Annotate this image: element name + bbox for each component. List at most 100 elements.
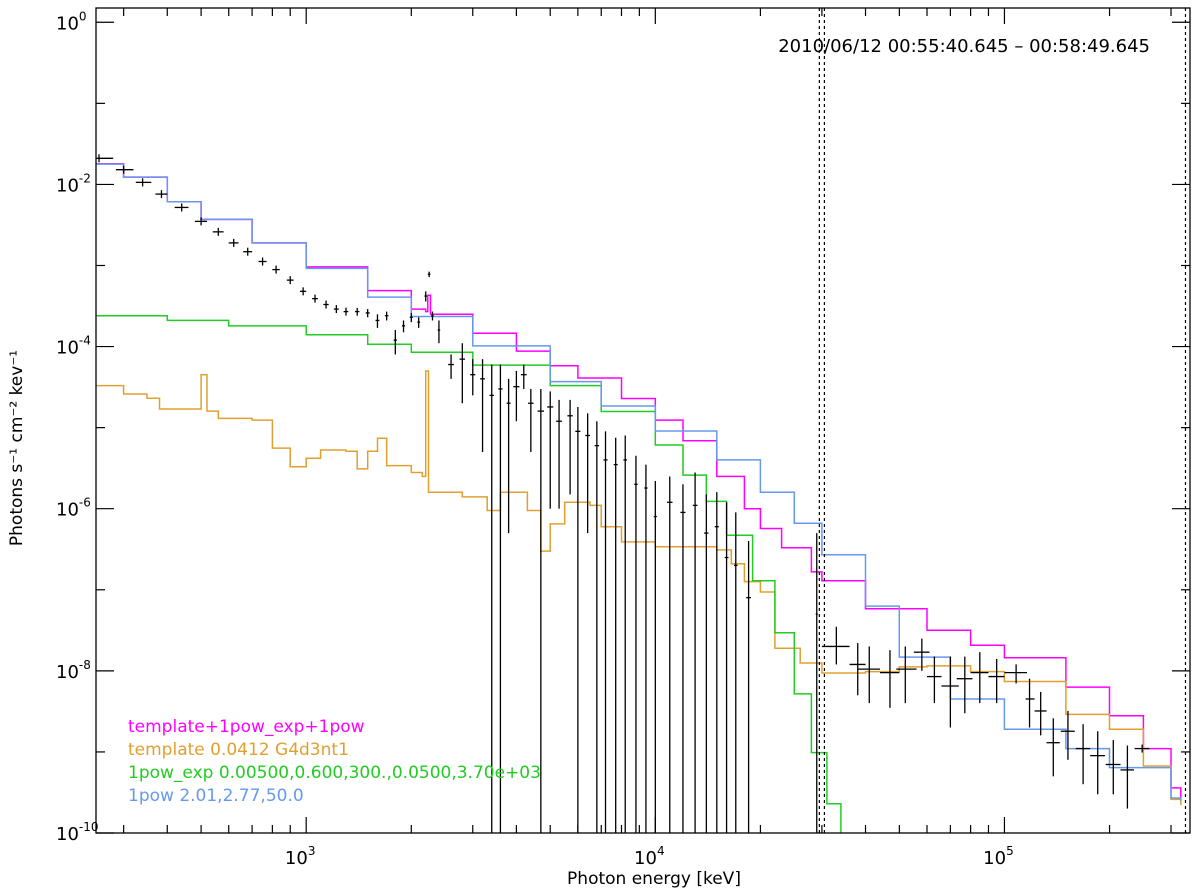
legend-entry: 1pow_exp 0.00500,0.600,300.,0.0500,3.70e… xyxy=(128,763,541,783)
data-point xyxy=(879,650,900,708)
data-point xyxy=(115,165,134,174)
legend-entry: template 0.0412 G4d3nt1 xyxy=(128,740,349,760)
data-point xyxy=(409,312,413,323)
data-point xyxy=(941,656,959,728)
data-point xyxy=(970,652,989,704)
data-point xyxy=(470,359,476,396)
data-point xyxy=(1060,710,1075,760)
y-tick-label: 10-10 xyxy=(56,820,99,845)
data-point xyxy=(155,190,168,199)
data-point xyxy=(243,247,253,256)
data-point xyxy=(746,540,752,833)
data-point xyxy=(653,480,657,833)
data-point xyxy=(988,659,1005,704)
legend-entry: template+1pow_exp+1pow xyxy=(128,717,365,737)
data-point xyxy=(448,354,454,379)
x-axis-label: Photon energy [keV] xyxy=(567,869,741,889)
data-point xyxy=(1120,745,1134,809)
data-point xyxy=(733,512,738,833)
data-point xyxy=(401,320,406,333)
y-tick-label: 10-8 xyxy=(56,658,91,683)
data-point xyxy=(537,388,545,833)
data-point xyxy=(431,311,434,321)
x-tick-label: 104 xyxy=(634,844,665,869)
data-point xyxy=(623,435,628,833)
data-point xyxy=(437,320,441,344)
series-line-3 xyxy=(96,314,842,833)
y-axis-title: Photons s⁻¹ cm⁻² kev⁻¹ xyxy=(7,350,27,546)
data-point xyxy=(286,276,294,285)
data-point xyxy=(365,309,370,318)
data-point xyxy=(634,455,638,833)
data-point xyxy=(333,305,339,314)
data-points-layer xyxy=(96,154,1150,833)
data-point xyxy=(704,494,709,833)
data-point xyxy=(815,533,818,833)
data-point xyxy=(135,178,152,187)
data-point xyxy=(692,472,698,833)
data-point xyxy=(594,421,600,833)
x-tick-label: 105 xyxy=(983,844,1014,869)
series-line-1 xyxy=(96,162,1182,801)
data-point xyxy=(427,271,431,278)
plot-frame xyxy=(95,7,1191,834)
data-point xyxy=(300,287,307,296)
series-layer xyxy=(96,162,1182,833)
data-point xyxy=(821,626,850,665)
data-point xyxy=(1046,718,1060,777)
data-point xyxy=(857,646,880,704)
data-point xyxy=(520,364,527,389)
data-point xyxy=(613,437,618,833)
data-point xyxy=(556,399,562,509)
data-point xyxy=(489,364,494,833)
vertical-lines-layer xyxy=(818,8,1187,833)
data-point xyxy=(424,291,428,302)
data-point xyxy=(343,307,349,316)
data-point xyxy=(258,257,267,266)
data-point xyxy=(528,388,534,453)
legend: template+1pow_exp+1pow template 0.0412 G4… xyxy=(128,717,541,806)
data-point xyxy=(666,476,673,833)
y-tick-label: 10-4 xyxy=(56,334,91,359)
data-point xyxy=(913,638,930,671)
data-point xyxy=(575,406,581,833)
data-point xyxy=(567,399,573,495)
data-point xyxy=(312,294,318,303)
data-point xyxy=(323,300,329,309)
data-point xyxy=(1034,691,1047,736)
data-point xyxy=(1134,744,1150,753)
data-point xyxy=(417,317,421,328)
data-point xyxy=(724,502,729,833)
data-point xyxy=(956,656,973,714)
data-point xyxy=(714,492,719,833)
data-point xyxy=(355,307,360,316)
data-point xyxy=(1090,731,1105,795)
legend-entry: 1pow 2.01,2.77,50.0 xyxy=(128,786,304,806)
data-point xyxy=(585,413,591,534)
axes-layer: 103 104 105 100 10-2 10-4 10-6 10-8 10-10 xyxy=(56,7,1191,869)
data-point xyxy=(926,656,942,704)
time-range-label: 2010/06/12 00:55:40.645 – 00:58:49.645 xyxy=(778,36,1150,57)
data-point xyxy=(228,238,239,247)
data-point xyxy=(393,330,397,355)
data-point xyxy=(375,314,380,328)
data-point xyxy=(513,370,520,422)
data-point xyxy=(194,217,208,226)
data-point xyxy=(896,646,917,704)
data-point xyxy=(96,154,114,163)
y-tick-label: 10-6 xyxy=(56,496,91,521)
data-point xyxy=(384,311,389,321)
data-point xyxy=(459,343,465,404)
data-point xyxy=(1004,664,1027,684)
data-point xyxy=(644,464,648,833)
data-point xyxy=(1105,740,1121,795)
x-tick-label: 103 xyxy=(285,844,316,869)
y-tick-label: 10-2 xyxy=(56,171,91,196)
data-point xyxy=(212,227,224,236)
data-point xyxy=(174,203,189,212)
data-point xyxy=(1025,678,1035,728)
data-point xyxy=(1075,724,1091,785)
y-tick-label: 100 xyxy=(56,9,87,34)
data-point xyxy=(603,431,608,833)
